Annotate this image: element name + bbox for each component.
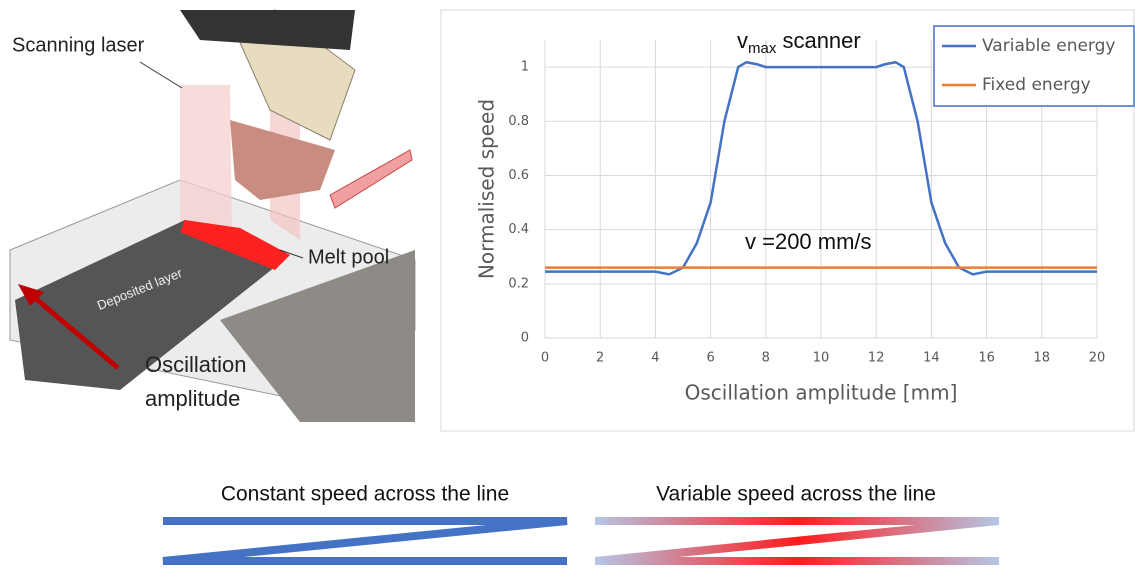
substrate-side: [220, 250, 415, 422]
nozzle: [230, 120, 335, 200]
x-tick-label: 6: [706, 351, 714, 366]
x-tick-label: 20: [1089, 351, 1106, 366]
x-tick-label: 12: [868, 351, 885, 366]
constant-zigzag: [162, 517, 568, 565]
illustration: Scanning laser Melt pool Deposited layer…: [9, 9, 416, 422]
x-axis-label: Oscillation amplitude [mm]: [685, 381, 958, 405]
torch-head: [180, 10, 355, 50]
x-tick-label: 18: [1034, 351, 1051, 366]
melt-pool: [180, 220, 290, 270]
arrow-head: [18, 284, 44, 306]
y-axis-label: Normalised speed: [475, 99, 499, 279]
variable-diagonal: [595, 517, 999, 565]
diagram-title: Variable speed across the line: [656, 483, 936, 506]
variable-line: [595, 517, 999, 525]
leader: [279, 249, 304, 259]
label: amplitude: [145, 386, 240, 411]
x-tick-label: 10: [813, 351, 830, 366]
x-tick-label: 2: [596, 351, 604, 366]
annotation-part: v: [737, 28, 748, 53]
label: Melt pool: [308, 246, 389, 268]
x-tick-label: 16: [978, 351, 995, 366]
y-tick-label: 0.2: [508, 276, 529, 291]
line-series: [545, 60, 1097, 276]
deposited-layer: [15, 220, 290, 390]
legend-box: [933, 25, 1135, 107]
wire-guide: [329, 149, 413, 209]
y-tick-label: 0.4: [508, 222, 529, 237]
y-tick-label: 0.8: [508, 114, 529, 129]
y-tick-label: 0.6: [508, 168, 529, 183]
annotation-part: scanner: [776, 28, 860, 53]
legend-label: Variable energy: [982, 36, 1115, 56]
annotation: vmax scanner: [737, 28, 861, 57]
x-tick-label: 0: [541, 351, 549, 366]
laser-beam: [180, 85, 232, 240]
speed-diagrams: Constant speed across the line Variable …: [162, 483, 999, 565]
chart: 00.20.40.60.810 2 4 6 8 10 12 14 16 18 20Oscillati…: [475, 25, 1135, 405]
x-tick-label: 8: [762, 351, 770, 366]
label: Oscillation: [145, 352, 246, 377]
label: Scanning laser: [12, 34, 145, 56]
x-tick-label: 14: [923, 351, 940, 366]
legend-label: Fixed energy: [982, 75, 1091, 95]
oscillation-arrow: [26, 290, 120, 370]
variable-line: [595, 557, 999, 565]
annotation: v =200 mm/s: [745, 229, 872, 254]
x-tick-label: 4: [651, 351, 659, 366]
y-tick-label: 0: [521, 331, 529, 346]
annotation-sub: max: [748, 40, 777, 57]
y-tick-label: 1: [521, 60, 529, 75]
leader: [139, 61, 183, 89]
diagram-title: Constant speed across the line: [221, 483, 509, 506]
